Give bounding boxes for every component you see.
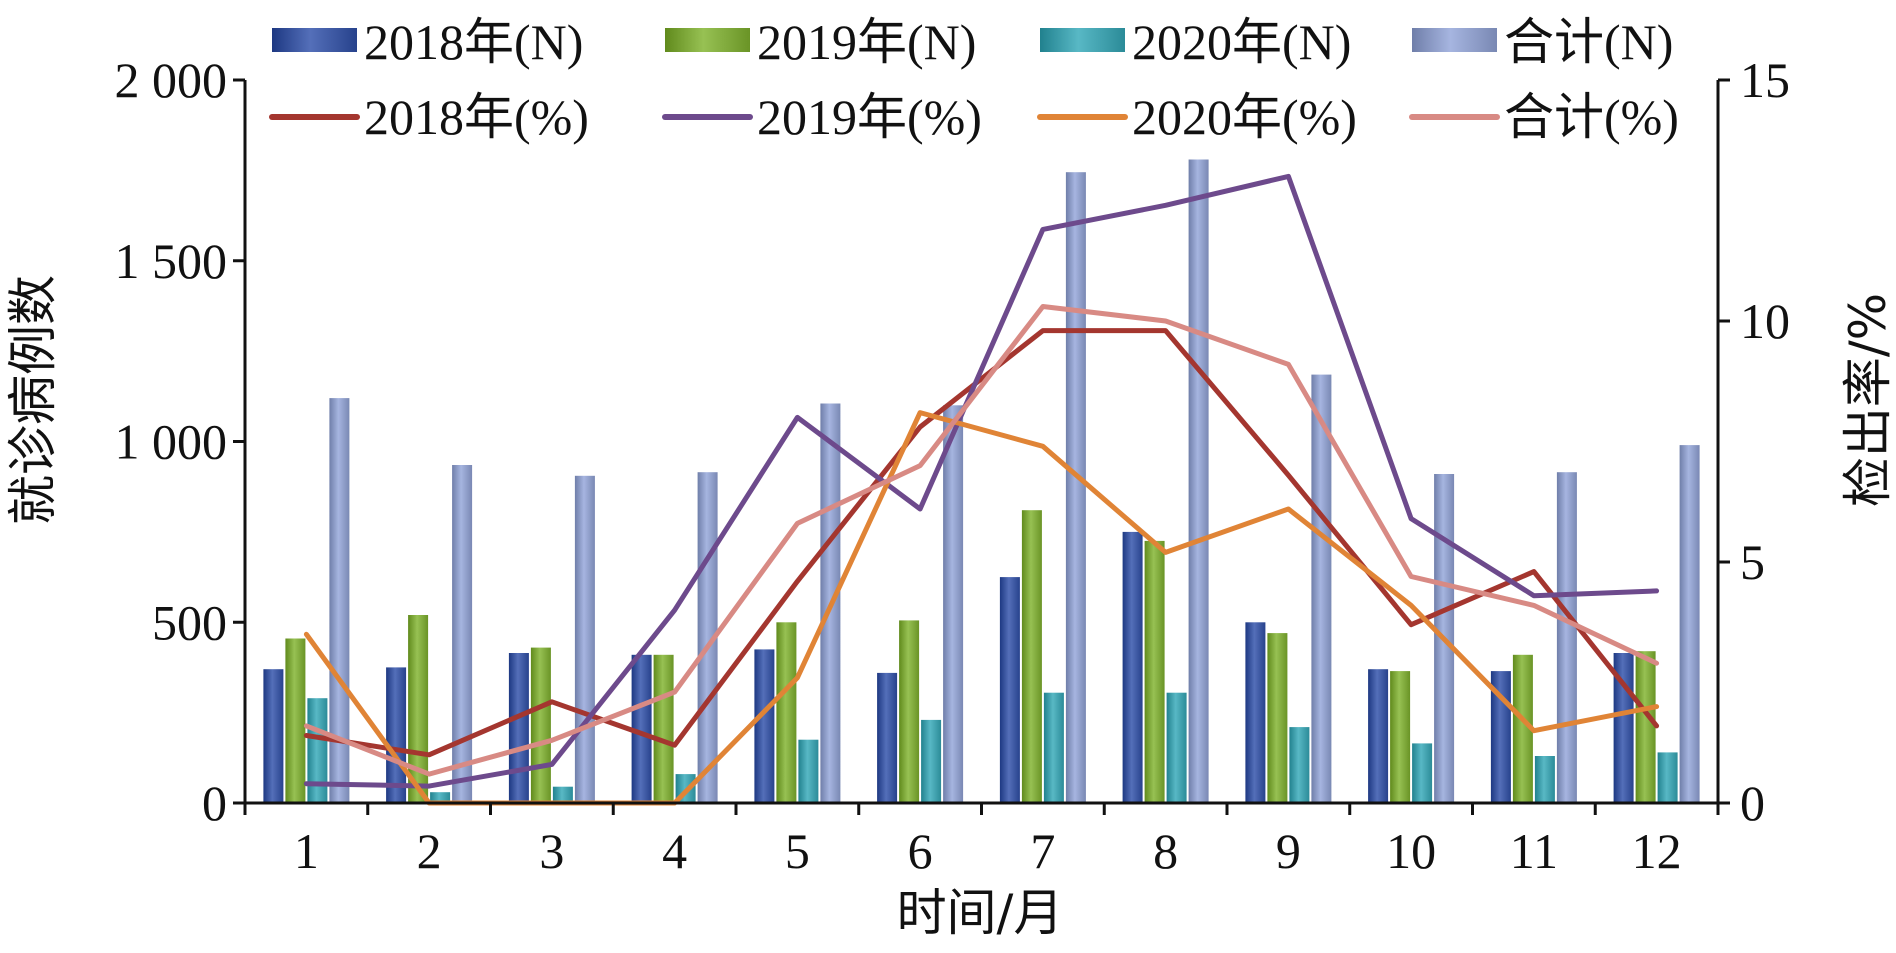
bar-2020年(N)-9 (1289, 727, 1310, 803)
y-right-tick-label: 10 (1740, 293, 1790, 349)
bar-合计(N)-3 (574, 475, 595, 803)
bar-2020年(N)-7 (1043, 692, 1064, 803)
x-tick-label: 12 (1632, 823, 1682, 879)
y-left-tick-label: 0 (202, 775, 227, 831)
legend-label-2019年(%): 2019年(%) (757, 89, 982, 145)
x-tick-label: 9 (1276, 823, 1301, 879)
y-left-tick-label: 500 (152, 594, 227, 650)
bar-2018年(N)-5 (754, 649, 775, 803)
bar-合计(N)-7 (1065, 172, 1086, 803)
bars-layer (263, 159, 1700, 804)
bar-2019年(N)-3 (530, 647, 551, 803)
line-2018年(%) (303, 328, 1660, 758)
y-right-tick-label: 15 (1740, 52, 1790, 108)
x-tick-label: 11 (1510, 823, 1558, 879)
bar-2020年(N)-8 (1166, 692, 1187, 803)
x-tick-label: 5 (785, 823, 810, 879)
line-2019年(%) (303, 173, 1660, 789)
bar-2019年(N)-10 (1390, 671, 1411, 803)
axes-layer (233, 78, 1730, 815)
bar-合计(N)-11 (1556, 472, 1577, 803)
x-tick-label: 4 (662, 823, 687, 879)
x-tick-label: 6 (908, 823, 933, 879)
x-tick-label: 7 (1030, 823, 1055, 879)
x-tick-label: 3 (539, 823, 564, 879)
legend-label-2018年(%): 2018年(%) (364, 89, 589, 145)
bar-2019年(N)-8 (1144, 540, 1165, 803)
x-tick-label: 1 (294, 823, 319, 879)
bar-2020年(N)-2 (430, 792, 451, 803)
bar-2019年(N)-1 (285, 638, 306, 803)
y-left-tick-label: 1 500 (115, 233, 228, 289)
y-left-tick-label: 2 000 (115, 52, 228, 108)
bar-2019年(N)-6 (899, 620, 920, 803)
bar-2020年(N)-1 (307, 698, 328, 803)
bar-2020年(N)-5 (798, 739, 819, 803)
legend-label-2020年(%): 2020年(%) (1132, 89, 1357, 145)
bar-合计(N)-2 (452, 465, 473, 803)
bar-合计(N)-1 (329, 398, 350, 803)
legend-label-合计(%): 合计(%) (1504, 89, 1679, 145)
bar-2018年(N)-9 (1245, 622, 1266, 804)
y-right-tick-label: 0 (1740, 775, 1765, 831)
bar-2019年(N)-11 (1512, 654, 1533, 803)
bar-2019年(N)-7 (1021, 510, 1042, 803)
bar-2020年(N)-3 (552, 786, 573, 803)
bar-2018年(N)-2 (386, 667, 407, 803)
bar-2020年(N)-10 (1412, 743, 1433, 803)
x-axis-title: 时间/月 (897, 884, 1064, 942)
x-tick-label: 2 (417, 823, 442, 879)
bar-2020年(N)-12 (1657, 752, 1678, 803)
y-left-tick-label: 1 000 (115, 414, 228, 470)
legend-label-合计(N): 合计(N) (1504, 14, 1673, 70)
bar-合计(N)-12 (1679, 445, 1700, 803)
bar-2019年(N)-9 (1267, 633, 1288, 803)
bar-2018年(N)-7 (999, 577, 1020, 803)
bar-2018年(N)-3 (508, 653, 529, 803)
bar-2018年(N)-10 (1368, 669, 1389, 803)
bar-2018年(N)-8 (1122, 531, 1143, 803)
bar-2019年(N)-5 (776, 622, 797, 804)
legend-label-2018年(N): 2018年(N) (364, 14, 583, 70)
y-axis-left-title: 就诊病例数 (4, 275, 62, 525)
line-合计(%) (303, 304, 1660, 777)
bar-2018年(N)-6 (877, 672, 898, 803)
x-tick-label: 8 (1153, 823, 1178, 879)
legend: 2018年(N) 2019年(N) 2020年(N) 合计(N) 2018年(%) 201… (269, 14, 1679, 145)
bar-2020年(N)-6 (921, 719, 942, 803)
bar-2020年(N)-11 (1534, 756, 1555, 803)
legend-label-2019年(N): 2019年(N) (757, 14, 976, 70)
legend-swatch-2018年(N) (272, 28, 357, 52)
bar-2019年(N)-12 (1635, 651, 1656, 803)
bar-2018年(N)-1 (263, 669, 284, 803)
legend-swatch-合计(N) (1412, 28, 1497, 52)
bar-2019年(N)-4 (653, 654, 674, 803)
bar-合计(N)-6 (943, 405, 964, 803)
x-tick-label: 10 (1386, 823, 1436, 879)
y-axis-right-title: 检出率/% (1839, 293, 1896, 507)
legend-swatch-2019年(N) (665, 28, 750, 52)
bar-合计(N)-8 (1188, 159, 1209, 803)
legend-swatch-2020年(N) (1040, 28, 1125, 52)
bar-2018年(N)-4 (631, 654, 652, 803)
legend-label-2020年(N): 2020年(N) (1132, 14, 1351, 70)
bar-合计(N)-9 (1311, 374, 1332, 803)
y-right-tick-label: 5 (1740, 534, 1765, 590)
